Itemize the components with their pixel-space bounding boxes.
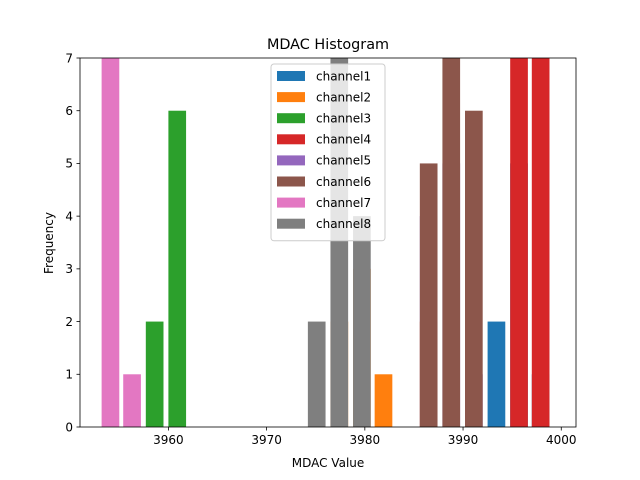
x-axis-label: MDAC Value	[292, 456, 365, 470]
legend-label-channel6: channel6	[316, 175, 371, 189]
x-tick-label-3970: 3970	[251, 433, 282, 447]
legend-swatch-channel5	[277, 155, 305, 166]
bar-channel7-1	[123, 374, 141, 427]
legend-swatch-channel6	[277, 176, 305, 187]
legend-swatch-channel8	[277, 218, 305, 229]
x-tick-label-3980: 3980	[350, 433, 381, 447]
bar-channel3-0	[145, 321, 164, 427]
bar-channel4-1	[531, 58, 550, 427]
x-tick-label-3960: 3960	[153, 433, 184, 447]
y-tick-label-3: 3	[65, 262, 73, 276]
y-tick-label-5: 5	[65, 157, 73, 171]
bar-channel4-0	[510, 58, 528, 427]
legend-label-channel3: channel3	[316, 112, 371, 126]
legend-swatch-channel2	[277, 92, 305, 103]
bar-channel8-0	[307, 321, 326, 427]
legend-label-channel7: channel7	[316, 196, 371, 210]
y-tick-label-1: 1	[65, 368, 73, 382]
legend-label-channel1: channel1	[316, 69, 371, 83]
legend-swatch-channel7	[277, 197, 305, 208]
chart-title: MDAC Histogram	[267, 37, 389, 53]
bar-channel1-0	[487, 321, 506, 427]
plot-frame	[79, 57, 577, 428]
x-tick-label-3990: 3990	[448, 433, 479, 447]
bar-channel6-0	[419, 163, 438, 427]
legend-swatch-channel1	[277, 71, 305, 81]
legend-swatch-channel3	[277, 113, 305, 124]
legend-swatch-channel4	[277, 134, 305, 145]
bar-channel6-1	[442, 58, 461, 427]
legend: channel1 channel2 channel3 channel4 channel5…	[270, 63, 386, 242]
axes-layer: 3960 3970 3980 3990 4000 0 1 2 3 4 5 6 7	[65, 51, 576, 447]
y-tick-label-6: 6	[65, 104, 73, 118]
legend-label-channel2: channel2	[316, 90, 371, 104]
y-tick-label-4: 4	[65, 209, 73, 223]
legend-label-channel4: channel4	[316, 133, 371, 147]
bars-layer	[101, 58, 550, 428]
bar-channel3-1	[168, 110, 187, 428]
bar-channel2-2	[374, 374, 393, 427]
legend-label-channel8: channel8	[316, 217, 371, 231]
y-tick-label-7: 7	[65, 51, 73, 65]
y-tick-label-0: 0	[65, 420, 73, 434]
y-tick-label-2: 2	[65, 315, 73, 329]
bar-channel6-2	[465, 110, 483, 428]
x-tick-label-4000: 4000	[546, 433, 577, 447]
y-axis-label: Frequency	[42, 212, 56, 274]
bar-channel8-2	[353, 216, 371, 427]
legend-label-channel5: channel5	[316, 154, 371, 168]
legend-box	[270, 63, 386, 242]
bar-channel7-0	[101, 58, 120, 427]
